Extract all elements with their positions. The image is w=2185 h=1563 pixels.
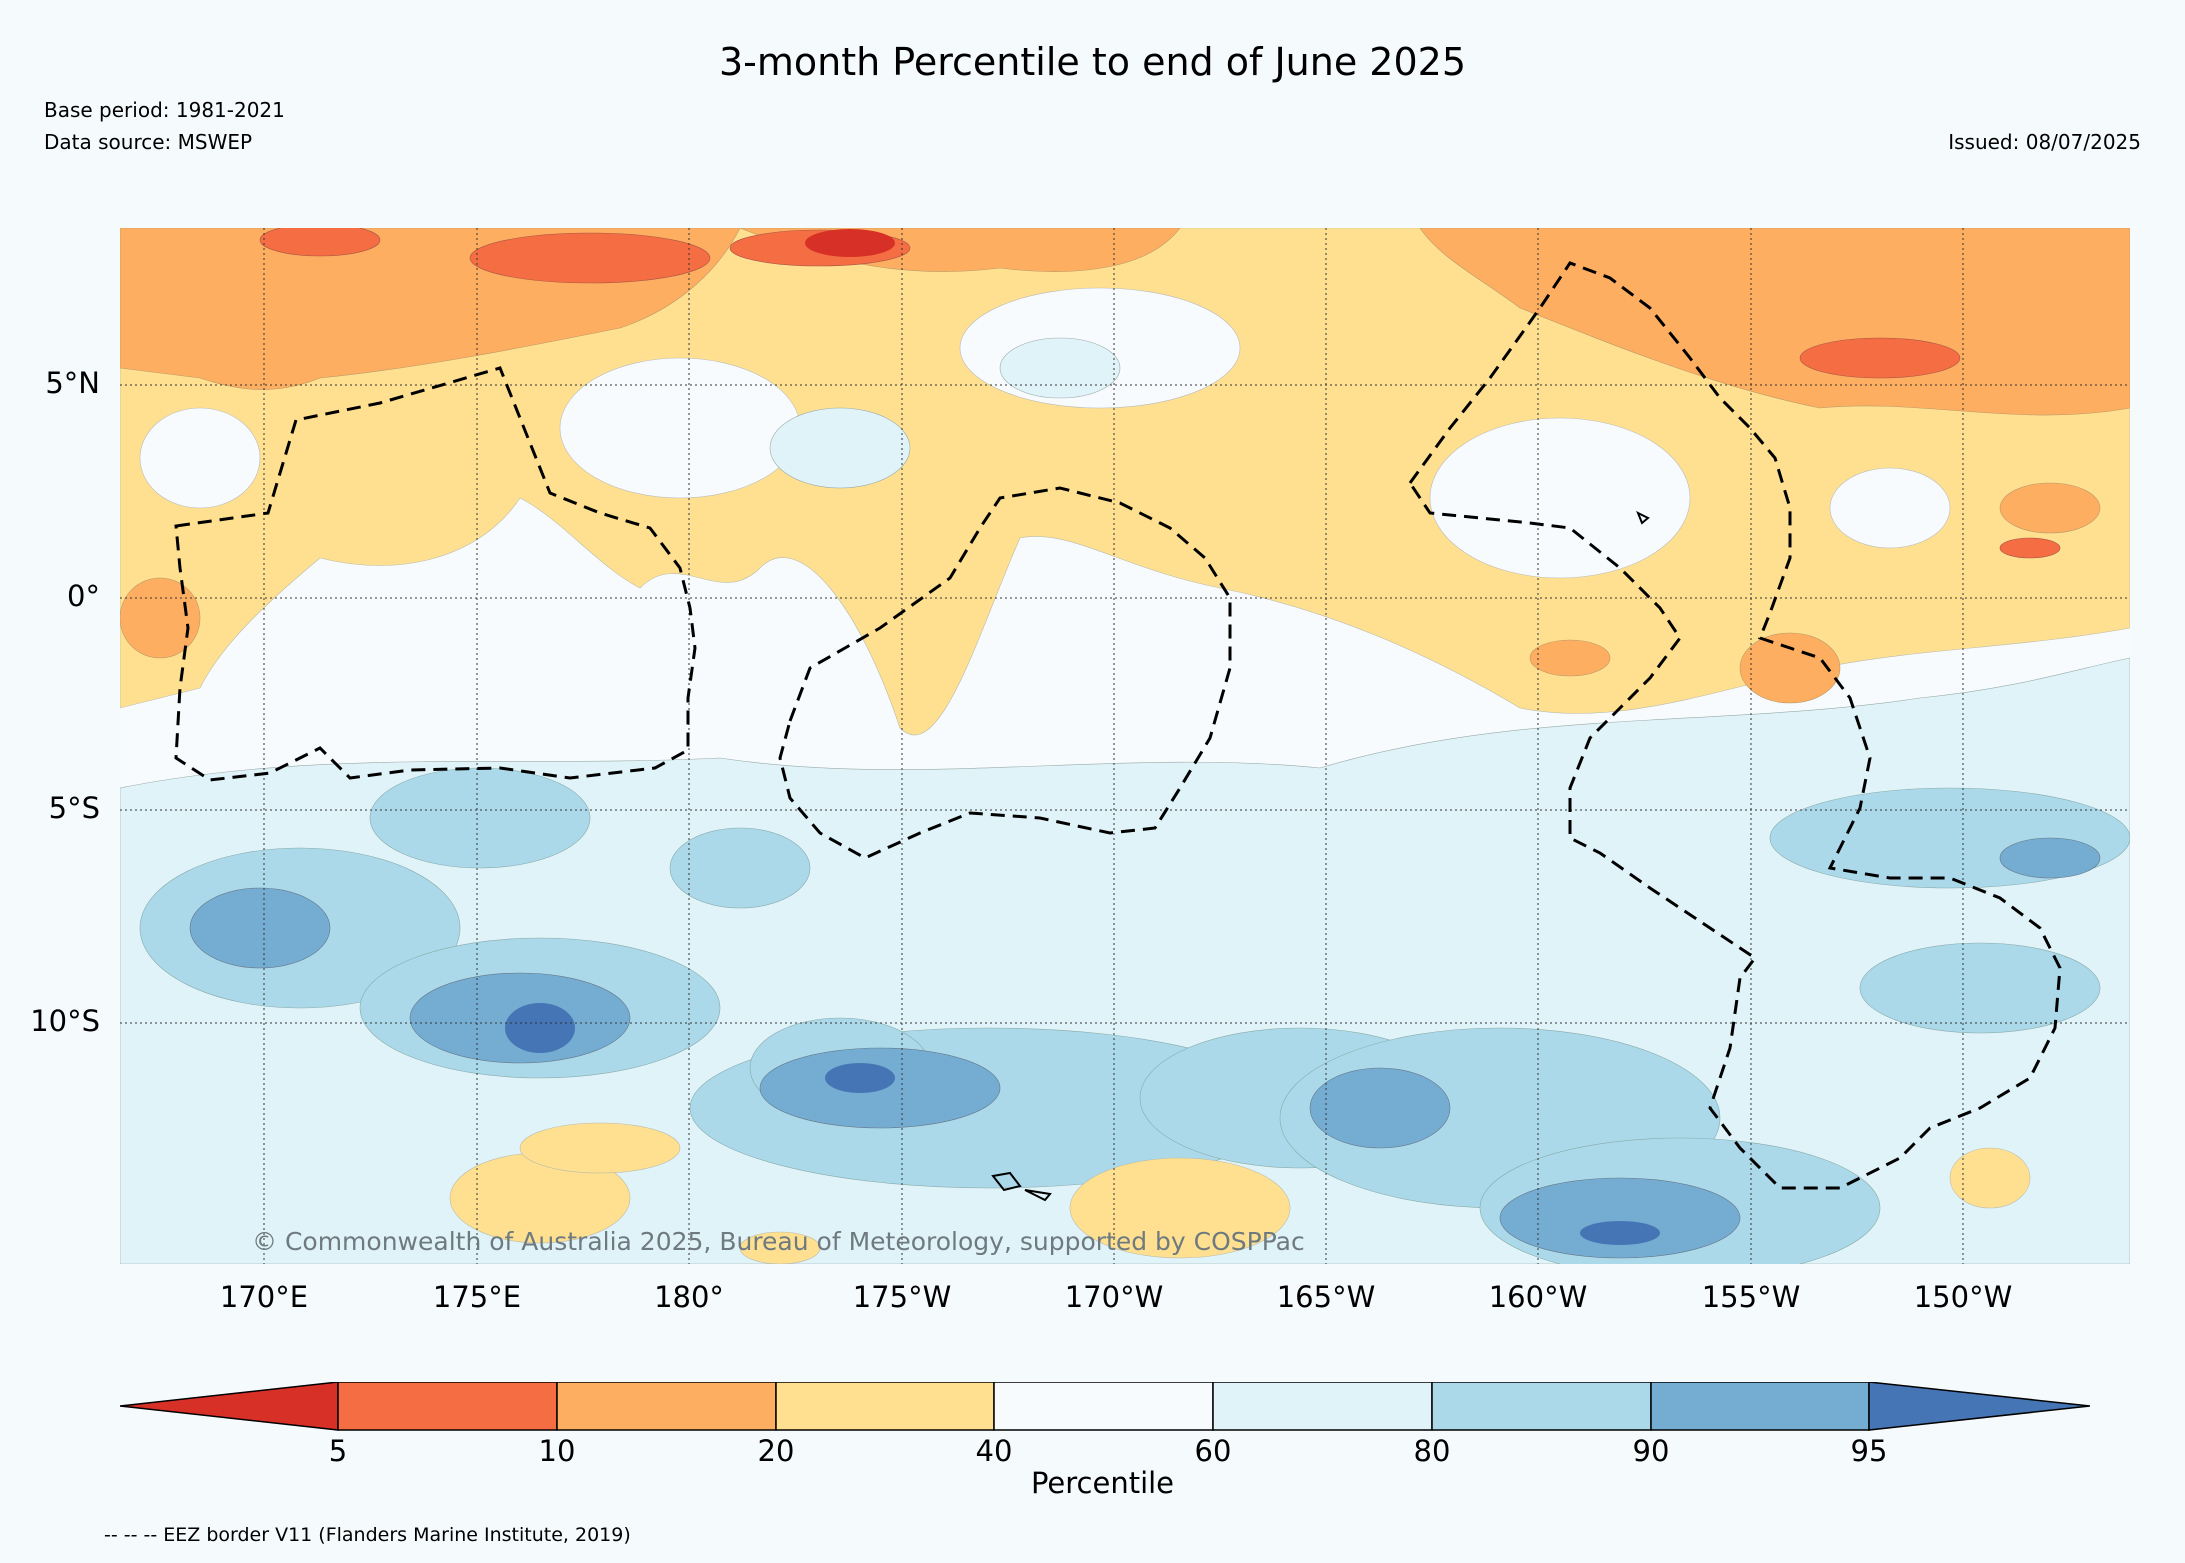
lon-label-155w: 155°W [1701, 1280, 1801, 1314]
colorbar-tick-60: 60 [1194, 1434, 1232, 1468]
lon-label-170e: 170°E [219, 1280, 309, 1314]
colorbar-segment-5-10 [337, 1382, 558, 1431]
colorbar-segment-above-95 [1868, 1382, 2090, 1431]
lon-label-170w: 170°W [1064, 1280, 1164, 1314]
colorbar-segment-40-60 [993, 1382, 1214, 1431]
colorbar-segment-90-95 [1650, 1382, 1870, 1431]
eez-border-legend: -- -- -- EEZ border V11 (Flanders Marine… [104, 1524, 631, 1546]
lon-label-175w: 175°W [852, 1280, 952, 1314]
map-title: 3-month Percentile to end of June 2025 [719, 40, 1466, 84]
colorbar-tick-95: 95 [1850, 1434, 1888, 1468]
base-period-label: Base period: 1981-2021 [44, 98, 285, 122]
colorbar-tick-20: 20 [757, 1434, 795, 1468]
colorbar-segment-60-80 [1212, 1382, 1433, 1431]
lat-label-10s: 10°S [30, 1004, 100, 1038]
colorbar-segment-below-5 [120, 1382, 339, 1431]
colorbar-segment-20-40 [775, 1382, 995, 1431]
percentile-colorbar [120, 1382, 2090, 1431]
colorbar-tick-40: 40 [975, 1434, 1013, 1468]
copyright-notice: © Commonwealth of Australia 2025, Bureau… [252, 1227, 1305, 1256]
percentile-map [120, 228, 2130, 1264]
lon-label-180: 180° [654, 1280, 724, 1314]
colorbar-tick-10: 10 [538, 1434, 576, 1468]
colorbar-tick-80: 80 [1413, 1434, 1451, 1468]
lat-label-0: 0° [67, 579, 100, 613]
colorbar-segment-10-20 [556, 1382, 777, 1431]
lon-label-165w: 165°W [1276, 1280, 1376, 1314]
map-canvas [120, 228, 2130, 1264]
lon-label-175e: 175°E [432, 1280, 522, 1314]
issued-date-label: Issued: 08/07/2025 [1948, 130, 2141, 154]
lon-label-150w: 150°W [1913, 1280, 2013, 1314]
colorbar-label: Percentile [1030, 1466, 1175, 1500]
lat-label-5s: 5°S [48, 791, 100, 825]
colorbar-tick-5: 5 [328, 1434, 348, 1468]
colorbar-segment-80-90 [1431, 1382, 1652, 1431]
colorbar-tick-90: 90 [1632, 1434, 1670, 1468]
lon-label-160w: 160°W [1488, 1280, 1588, 1314]
lat-label-5n: 5°N [45, 366, 100, 400]
data-source-label: Data source: MSWEP [44, 130, 253, 154]
